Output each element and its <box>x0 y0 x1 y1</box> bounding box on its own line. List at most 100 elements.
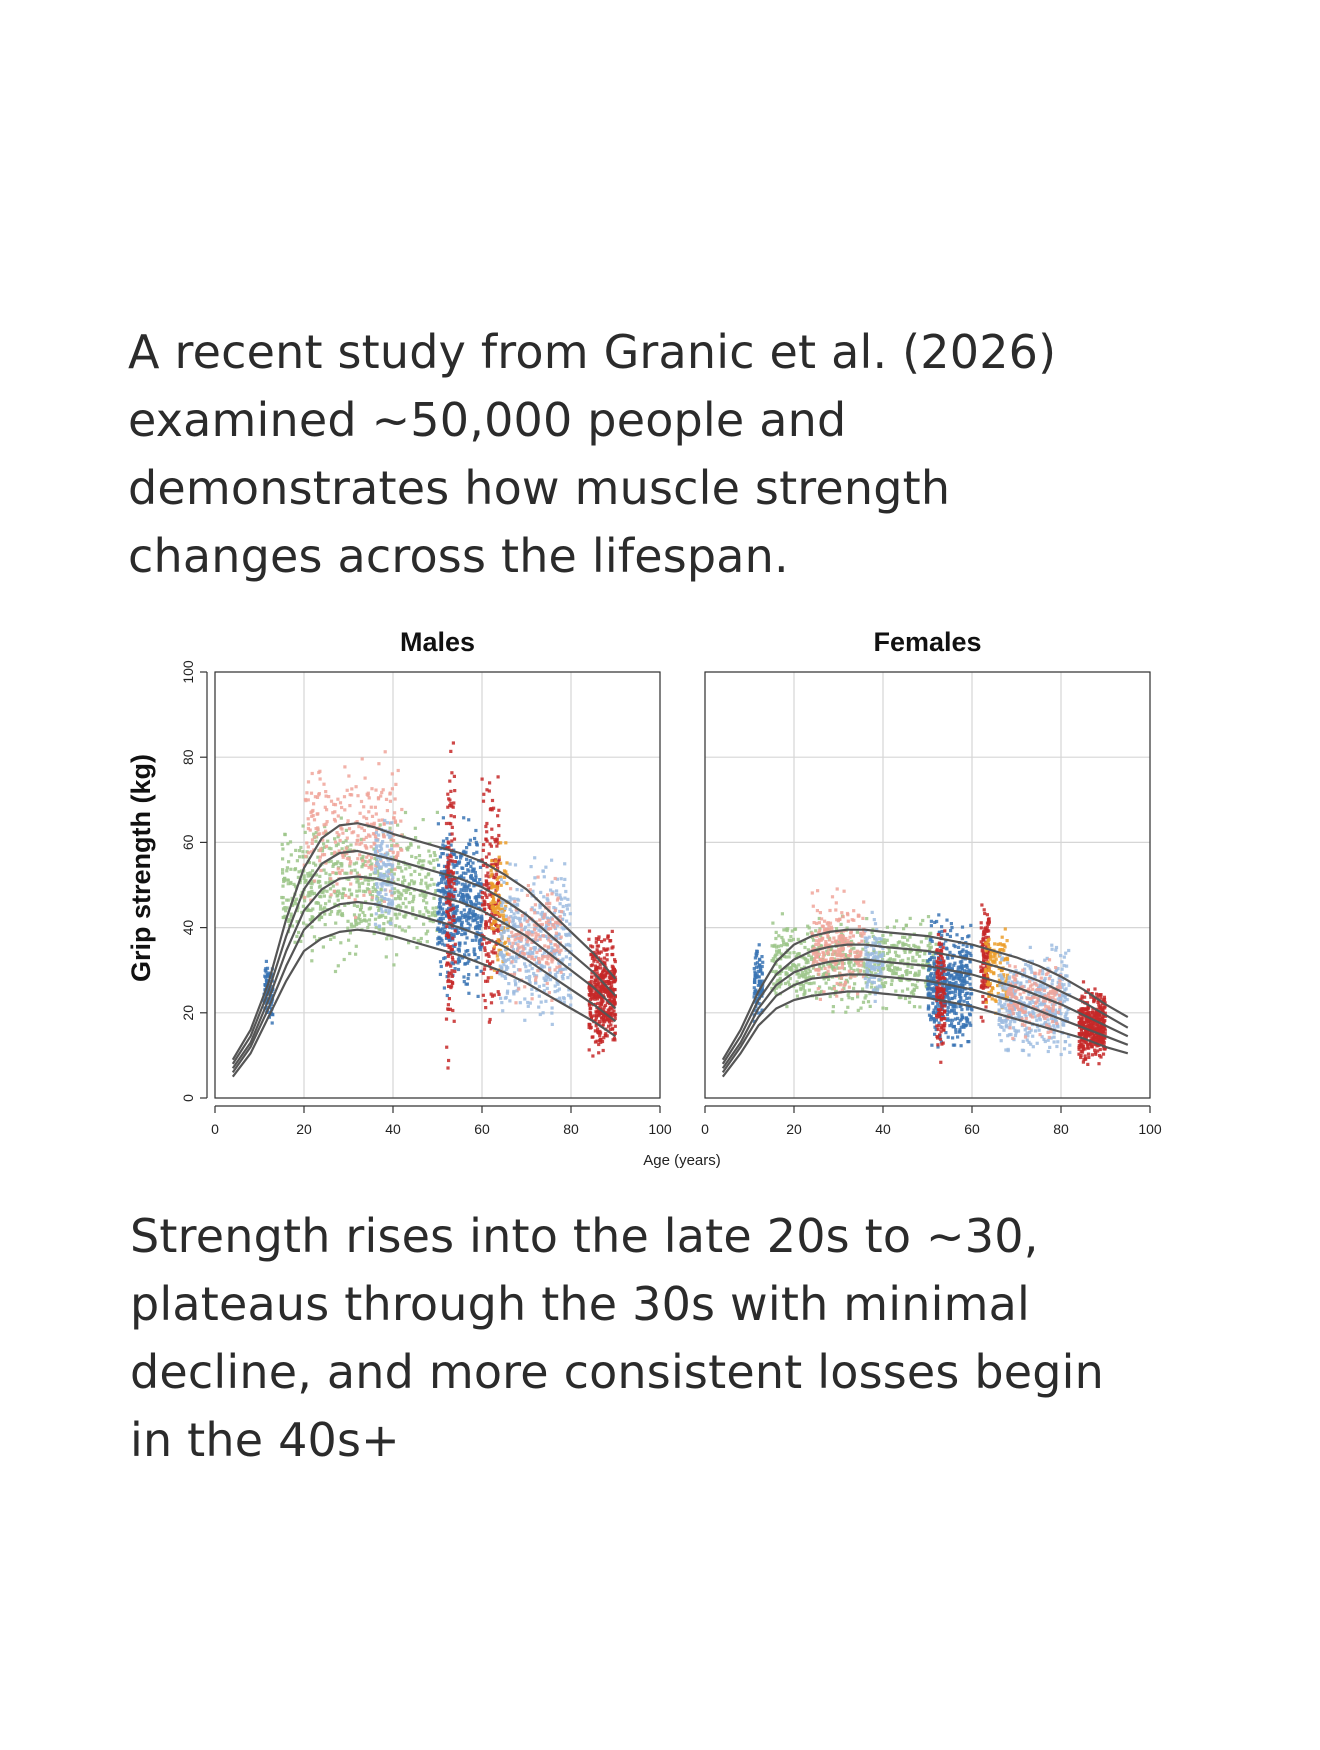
data-point <box>985 957 989 961</box>
data-point <box>349 860 353 864</box>
data-point <box>926 975 930 979</box>
data-point <box>281 915 285 919</box>
data-point <box>943 980 947 984</box>
data-point <box>449 814 453 818</box>
data-point <box>969 1023 973 1027</box>
data-point <box>757 943 761 947</box>
data-point <box>547 991 551 995</box>
data-point <box>389 847 394 851</box>
data-point <box>811 947 815 951</box>
data-point <box>498 951 503 955</box>
data-point <box>383 862 387 867</box>
data-point <box>831 952 835 956</box>
data-point <box>496 958 500 962</box>
data-point <box>304 854 308 858</box>
data-point <box>384 797 389 801</box>
data-point <box>824 981 828 985</box>
data-point <box>939 976 943 980</box>
data-point <box>452 950 456 954</box>
data-point <box>523 985 527 989</box>
data-point <box>532 882 536 886</box>
data-point <box>1005 973 1010 977</box>
data-point <box>875 989 879 993</box>
data-point <box>597 1022 601 1026</box>
data-point <box>332 802 336 806</box>
data-point <box>812 944 816 948</box>
data-point <box>876 956 880 961</box>
data-point <box>896 941 900 945</box>
data-point <box>871 941 875 945</box>
data-point <box>441 843 445 847</box>
data-point <box>953 993 957 997</box>
data-point <box>454 911 458 916</box>
data-point <box>397 896 401 900</box>
data-point <box>407 845 411 849</box>
data-point <box>772 988 776 992</box>
data-point <box>905 969 909 973</box>
data-point <box>523 997 527 1001</box>
data-point <box>903 996 908 1001</box>
data-point <box>447 997 451 1001</box>
data-point <box>906 957 910 961</box>
data-point <box>752 967 756 971</box>
data-point <box>488 893 492 897</box>
data-point <box>286 878 290 882</box>
data-point <box>518 1001 522 1005</box>
data-point <box>987 994 991 998</box>
data-point <box>980 968 984 972</box>
data-point <box>597 995 602 999</box>
data-point <box>305 791 309 795</box>
data-point <box>340 827 344 831</box>
data-point <box>347 857 351 861</box>
data-point <box>484 874 488 878</box>
data-point <box>286 842 290 846</box>
data-point <box>404 905 408 909</box>
data-point <box>340 805 344 810</box>
data-point <box>362 815 366 819</box>
data-point <box>943 995 947 999</box>
data-point <box>1024 962 1028 966</box>
data-point <box>938 944 942 949</box>
data-point <box>352 913 357 917</box>
data-point <box>336 964 340 968</box>
data-point <box>505 921 509 925</box>
data-point <box>548 968 552 972</box>
data-point <box>506 989 510 993</box>
data-point <box>885 925 889 929</box>
data-point <box>307 822 311 826</box>
data-point <box>880 963 884 967</box>
data-point <box>514 941 518 945</box>
data-point <box>447 915 451 919</box>
data-point <box>813 957 817 962</box>
data-point <box>596 960 600 964</box>
data-point <box>403 915 407 919</box>
data-point <box>389 883 393 887</box>
data-point <box>610 999 614 1003</box>
data-point <box>281 896 285 900</box>
data-point <box>848 964 852 968</box>
data-point <box>931 978 935 982</box>
data-point <box>795 989 799 993</box>
data-point <box>439 964 443 969</box>
data-point <box>480 942 484 946</box>
data-point <box>1003 957 1007 961</box>
data-point <box>476 956 480 960</box>
data-point <box>943 992 947 996</box>
data-point <box>455 878 459 882</box>
data-point <box>963 969 967 973</box>
data-point <box>815 952 819 956</box>
data-point <box>831 1005 835 1009</box>
data-point <box>477 932 481 936</box>
data-point <box>853 950 857 954</box>
data-point <box>782 928 786 932</box>
data-point <box>607 1019 611 1023</box>
data-point <box>587 1025 591 1029</box>
data-point <box>833 962 837 966</box>
data-point <box>934 1028 938 1032</box>
data-point <box>950 997 954 1001</box>
data-point <box>392 838 396 843</box>
data-point <box>403 862 407 866</box>
data-point <box>465 893 469 897</box>
data-point <box>424 893 428 897</box>
data-point <box>933 1025 937 1029</box>
